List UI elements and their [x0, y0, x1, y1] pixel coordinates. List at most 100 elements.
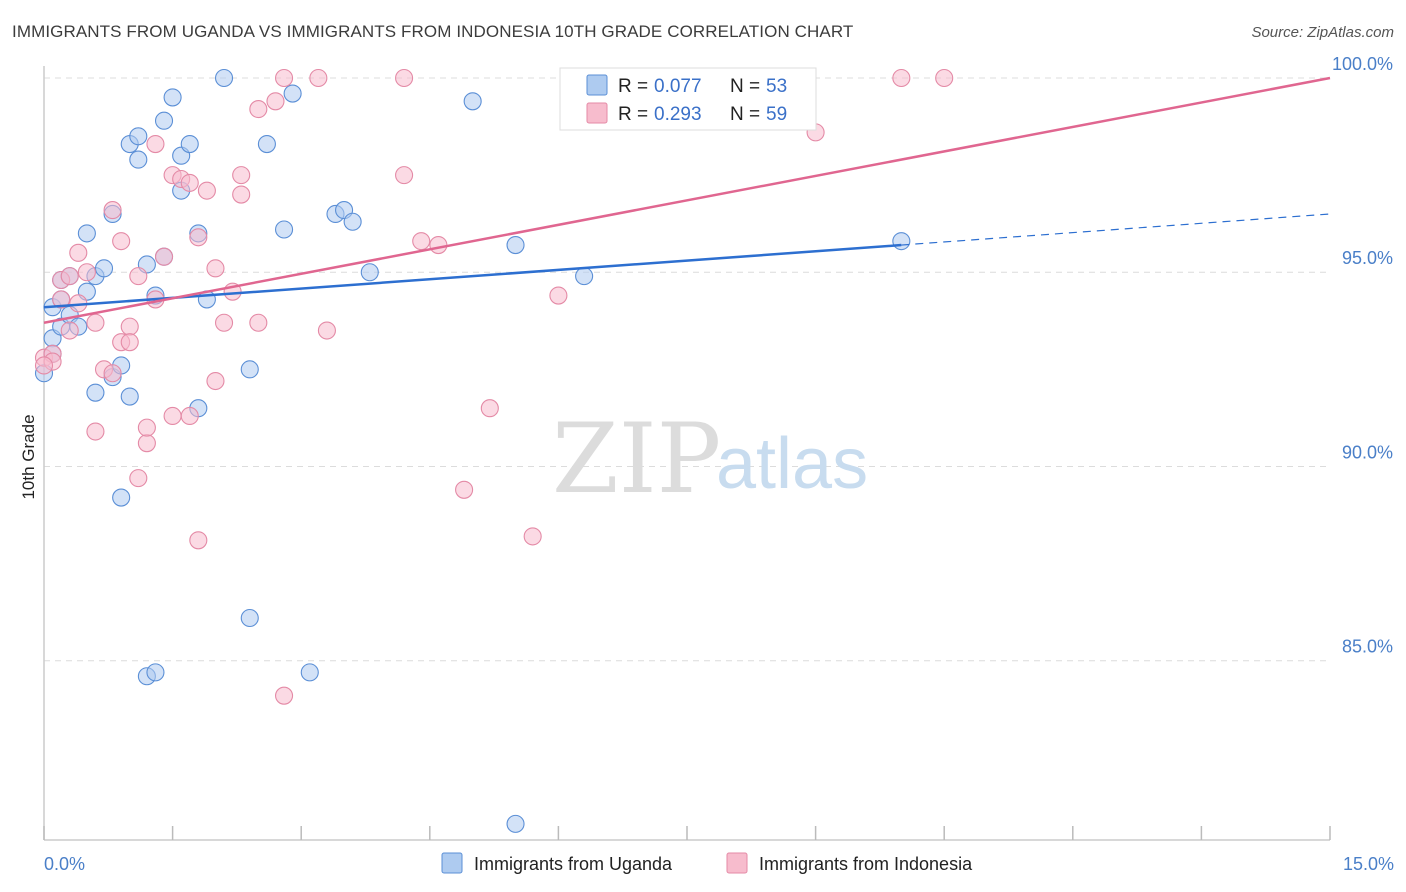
- watermark: ZIP atlas: [552, 403, 868, 515]
- grid-lines: [44, 77, 1330, 662]
- indonesia-point: [232, 166, 251, 185]
- trend-lines: [43, 76, 1331, 324]
- uganda-point: [180, 134, 199, 154]
- indonesia-point: [120, 333, 139, 352]
- legend-n-label-indonesia: N =: [730, 104, 760, 125]
- indonesia-point: [309, 68, 328, 88]
- legend-swatch-indonesia: [586, 102, 608, 124]
- indonesia-point: [120, 317, 139, 336]
- uganda-point: [94, 259, 114, 278]
- indonesia-point: [180, 173, 199, 192]
- x-tick-label-min: 0.0%: [44, 854, 85, 874]
- legend-r-label-uganda: R =: [618, 76, 648, 97]
- indonesia-point: [206, 259, 225, 278]
- indonesia-point: [163, 406, 182, 426]
- y-tick-label: 95.0%: [1342, 248, 1393, 268]
- uganda-point: [283, 84, 302, 103]
- watermark-zip: ZIP: [552, 403, 721, 515]
- uganda-point: [163, 88, 182, 107]
- x-tick-label-max: 15.0%: [1343, 854, 1394, 874]
- uganda-point: [77, 224, 96, 243]
- indonesia-point: [146, 134, 165, 154]
- uganda-point: [506, 814, 525, 833]
- trend-line-uganda-extension: [901, 213, 1331, 246]
- indonesia-point: [214, 313, 234, 332]
- indonesia-point: [189, 531, 208, 550]
- chart-source: Source: ZipAtlas.com: [1251, 24, 1394, 41]
- uganda-point: [463, 92, 482, 111]
- series-legend-label-indonesia: Immigrants from Indonesia: [759, 854, 973, 874]
- legend-r-label-indonesia: R =: [618, 104, 648, 125]
- indonesia-point: [103, 364, 122, 383]
- indonesia-point: [395, 68, 414, 88]
- uganda-point: [506, 235, 525, 255]
- indonesia-point: [86, 422, 105, 441]
- indonesia-point: [154, 247, 174, 266]
- stats-legend: R = 0.077 N = 53 R = 0.293 N = 59: [559, 67, 817, 131]
- uganda-point: [575, 267, 594, 286]
- uganda-point: [129, 127, 148, 146]
- indonesia-point: [412, 232, 431, 251]
- indonesia-point: [189, 228, 208, 247]
- chart-title: IMMIGRANTS FROM UGANDA VS IMMIGRANTS FRO…: [12, 22, 854, 41]
- indonesia-point: [137, 434, 156, 453]
- watermark-atlas: atlas: [716, 424, 868, 504]
- legend-r-value-uganda: 0.077: [654, 76, 702, 97]
- y-tick-label: 85.0%: [1342, 637, 1393, 657]
- indonesia-point: [86, 313, 105, 332]
- uganda-point: [360, 263, 379, 282]
- uganda-point: [240, 608, 259, 628]
- indonesia-point: [129, 469, 148, 488]
- series-legend-swatch-indonesia: [726, 852, 748, 874]
- indonesia-point: [275, 68, 294, 88]
- indonesia-point: [266, 92, 285, 111]
- uganda-point: [300, 663, 319, 682]
- uganda-point: [275, 220, 294, 239]
- indonesia-point: [480, 399, 499, 418]
- indonesia-point: [232, 185, 251, 204]
- uganda-point: [343, 212, 362, 231]
- indonesia-point: [395, 166, 414, 185]
- series-legend-swatch-uganda: [441, 852, 463, 874]
- indonesia-point: [197, 181, 216, 200]
- series-legend-label-uganda: Immigrants from Uganda: [474, 854, 673, 874]
- y-tick-label: 90.0%: [1342, 442, 1393, 462]
- indonesia-point: [455, 480, 474, 499]
- y-axis-label: 10th Grade: [19, 414, 38, 499]
- indonesia-point: [60, 321, 79, 340]
- y-tick-labels: 85.0% 90.0% 95.0% 100.0%: [1332, 54, 1393, 657]
- y-tick-label: 100.0%: [1332, 54, 1393, 74]
- indonesia-point: [317, 321, 336, 340]
- indonesia-point: [549, 286, 568, 305]
- series-legend: Immigrants from Uganda Immigrants from I…: [441, 852, 973, 874]
- uganda-point: [240, 360, 259, 379]
- indonesia-point: [69, 243, 88, 262]
- trend-line-uganda: [43, 243, 902, 309]
- indonesia-point: [935, 68, 954, 88]
- uganda-point: [120, 387, 139, 406]
- uganda-point: [86, 383, 105, 402]
- legend-n-value-uganda: 53: [766, 76, 787, 97]
- uganda-point: [214, 68, 234, 88]
- indonesia-point: [52, 290, 71, 309]
- uganda-point: [146, 663, 165, 682]
- indonesia-point: [180, 406, 199, 426]
- indonesia-point: [429, 235, 448, 255]
- uganda-point: [154, 111, 174, 130]
- indonesia-point: [103, 201, 122, 220]
- indonesia-point: [129, 267, 148, 286]
- indonesia-point: [206, 371, 225, 391]
- indonesia-point: [112, 232, 131, 251]
- uganda-point: [112, 488, 131, 507]
- uganda-point: [129, 150, 148, 169]
- indonesia-point: [77, 263, 96, 282]
- indonesia-point: [137, 418, 156, 437]
- trend-line-indonesia: [43, 76, 1331, 324]
- indonesia-point: [34, 356, 54, 375]
- legend-r-value-indonesia: 0.293: [654, 104, 702, 125]
- indonesia-point: [249, 100, 268, 119]
- indonesia-point: [249, 313, 268, 332]
- indonesia-point: [60, 267, 79, 286]
- uganda-point: [892, 232, 911, 251]
